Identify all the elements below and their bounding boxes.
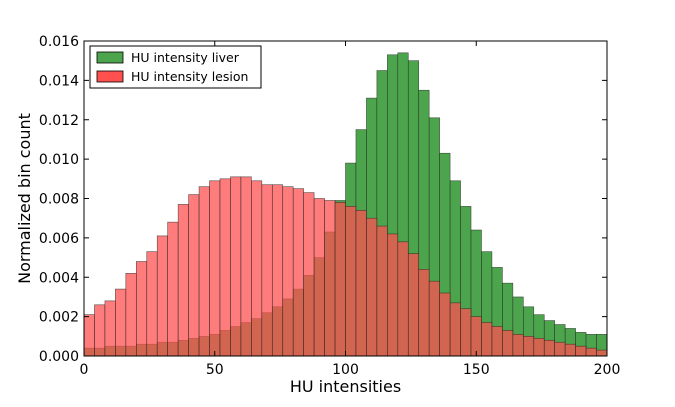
lesion-bar	[83, 314, 95, 357]
lesion-bar	[585, 347, 597, 357]
lesion-bar	[345, 206, 357, 357]
lesion-bar	[115, 288, 127, 357]
lesion-bar	[512, 334, 524, 357]
lesion-bar	[292, 188, 304, 357]
lesion-bar	[366, 217, 378, 357]
lesion-bar	[533, 337, 545, 357]
y-tick-label: 0.008	[39, 192, 79, 208]
lesion-bar	[481, 322, 493, 357]
legend-swatch-liver	[96, 51, 124, 64]
x-tick-label: 0	[80, 362, 89, 378]
legend-label-liver: HU intensity liver	[131, 50, 240, 65]
lesion-bar	[271, 184, 284, 357]
lesion-bar	[303, 192, 315, 357]
lesion-bar	[156, 235, 168, 357]
lesion-bar	[418, 269, 430, 357]
lesion-bar	[439, 292, 451, 357]
lesion-bar	[324, 200, 336, 357]
lesion-bar	[261, 184, 273, 357]
lesion-bar	[251, 180, 263, 357]
lesion-bar	[167, 221, 179, 357]
lesion-bar	[470, 316, 482, 357]
y-axis-title: Normalized bin count	[15, 113, 34, 284]
x-tick-label: 200	[594, 362, 621, 378]
lesion-bar	[188, 194, 200, 357]
lesion-bar	[104, 300, 116, 357]
lesion-bar	[575, 345, 587, 357]
x-axis-title: HU intensities	[290, 377, 401, 396]
lesion-bar	[334, 202, 346, 357]
y-tick-label: 0.016	[39, 34, 79, 50]
lesion-bar	[407, 253, 420, 357]
y-tick-label: 0.000	[39, 349, 79, 365]
lesion-bar	[146, 251, 158, 357]
lesion-bar	[219, 178, 231, 357]
lesion-bar	[502, 330, 514, 357]
lesion-bar	[125, 273, 137, 357]
lesion-bar	[376, 225, 388, 357]
lesion-bar	[543, 339, 555, 357]
lesion-bar	[491, 326, 503, 357]
x-tick-label: 100	[332, 362, 359, 378]
lesion-bar	[94, 304, 106, 357]
y-tick-label: 0.006	[39, 231, 79, 247]
lesion-bar	[596, 349, 608, 357]
lesion-bar	[230, 176, 242, 357]
lesion-bar	[198, 186, 210, 357]
lesion-bar	[177, 204, 189, 357]
legend-swatch-lesion	[96, 70, 124, 83]
bars-layer	[83, 52, 608, 357]
legend: HU intensity liver HU intensity lesion	[89, 45, 262, 89]
lesion-bar	[564, 343, 576, 357]
lesion-bar	[209, 180, 221, 357]
lesion-bar	[397, 241, 409, 357]
lesion-bar	[523, 336, 535, 357]
y-tick-label: 0.002	[39, 310, 79, 326]
lesion-bar	[387, 233, 399, 357]
x-tick-label: 50	[206, 362, 224, 378]
lesion-bar	[449, 302, 461, 357]
lesion-bar	[355, 210, 367, 357]
y-tick-label: 0.010	[39, 152, 79, 168]
ticks-layer: 0 50 100 150 200 0.000 0.002 0.004 0.006 0.008 0.0…	[39, 34, 620, 378]
lesion-bar	[460, 308, 472, 357]
lesion-bar	[313, 198, 325, 357]
lesion-bar	[282, 186, 294, 357]
y-tick-label: 0.014	[39, 73, 79, 89]
lesion-bar	[428, 280, 440, 357]
legend-label-lesion: HU intensity lesion	[131, 69, 248, 84]
x-tick-label: 150	[463, 362, 490, 378]
y-tick-label: 0.004	[39, 270, 79, 286]
lesion-bar	[240, 176, 252, 357]
lesion-bar	[136, 261, 148, 357]
y-tick-label: 0.012	[39, 113, 79, 129]
lesion-bar	[554, 341, 566, 357]
